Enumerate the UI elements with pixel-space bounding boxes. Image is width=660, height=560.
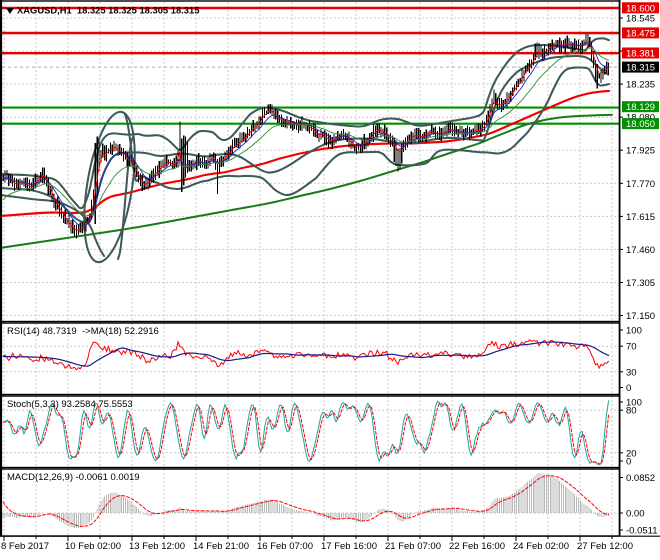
svg-text:80: 80 — [626, 406, 637, 417]
svg-text:18.315: 18.315 — [626, 63, 655, 74]
svg-text:0.00: 0.00 — [626, 509, 645, 520]
svg-text:Stoch(5,3,3) 93.2584 75.5553: Stoch(5,3,3) 93.2584 75.5553 — [7, 399, 133, 410]
svg-text:16 Feb 07:00: 16 Feb 07:00 — [257, 541, 313, 552]
svg-text:21 Feb 07:00: 21 Feb 07:00 — [385, 541, 441, 552]
svg-text:13 Feb 12:00: 13 Feb 12:00 — [129, 541, 185, 552]
svg-text:-0.0511: -0.0511 — [626, 526, 658, 537]
svg-text:18.381: 18.381 — [626, 49, 655, 60]
svg-text:0: 0 — [626, 383, 631, 394]
svg-text:17.460: 17.460 — [626, 245, 655, 256]
svg-text:100: 100 — [626, 326, 642, 337]
svg-text:17.615: 17.615 — [626, 212, 655, 223]
svg-text:18.129: 18.129 — [626, 102, 655, 113]
svg-text:10 Feb 02:00: 10 Feb 02:00 — [65, 541, 121, 552]
svg-text:RSI(14) 48.7319 ->MA(18) 52.2: RSI(14) 48.7319 ->MA(18) 52.2916 — [7, 326, 159, 337]
svg-text:24 Feb 02:00: 24 Feb 02:00 — [513, 541, 569, 552]
svg-text:18.600: 18.600 — [626, 3, 655, 14]
svg-text:27 Feb 12:00: 27 Feb 12:00 — [577, 541, 633, 552]
svg-text:XAGUSD,H1 18.325 18.325 18.30: XAGUSD,H1 18.325 18.325 18.305 18.315 — [17, 5, 199, 16]
svg-text:17.305: 17.305 — [626, 278, 655, 289]
svg-text:MACD(12,26,9) -0.0061 0.0019: MACD(12,26,9) -0.0061 0.0019 — [7, 472, 140, 483]
svg-text:8 Feb 2017: 8 Feb 2017 — [1, 541, 49, 552]
svg-text:14 Feb 21:00: 14 Feb 21:00 — [193, 541, 249, 552]
svg-text:18.475: 18.475 — [626, 28, 655, 39]
svg-text:18.545: 18.545 — [626, 14, 655, 25]
svg-text:30: 30 — [626, 367, 637, 378]
svg-text:0: 0 — [626, 457, 631, 468]
svg-text:100: 100 — [626, 398, 642, 409]
svg-text:17 Feb 16:00: 17 Feb 16:00 — [321, 541, 377, 552]
svg-text:70: 70 — [626, 342, 637, 353]
svg-text:20: 20 — [626, 448, 637, 459]
svg-text:17.925: 17.925 — [626, 146, 655, 157]
svg-text:18.050: 18.050 — [626, 119, 655, 130]
svg-text:0.0852: 0.0852 — [626, 473, 655, 484]
svg-text:17.770: 17.770 — [626, 179, 655, 190]
svg-text:17.150: 17.150 — [626, 311, 655, 322]
svg-text:22 Feb 16:00: 22 Feb 16:00 — [449, 541, 505, 552]
svg-text:18.235: 18.235 — [626, 80, 655, 91]
